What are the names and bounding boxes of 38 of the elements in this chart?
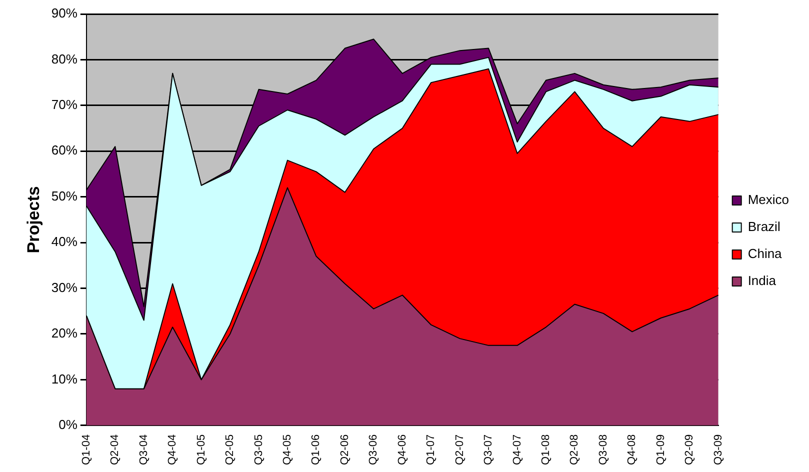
y-axis-title: Projects	[24, 186, 43, 254]
x-tick-label: Q1-07	[425, 434, 438, 466]
x-tick-label: Q4-06	[396, 434, 408, 466]
legend-label: Mexico	[748, 192, 790, 208]
x-tick-label: Q2-05	[224, 434, 236, 466]
x-tick-label: Q4-04	[166, 434, 179, 466]
x-tick-label: Q2-07	[454, 434, 466, 466]
y-tick-label: 30%	[51, 280, 78, 295]
legend-label: Brazil	[748, 219, 780, 234]
y-tick-label: 70%	[51, 97, 78, 112]
x-tick-label: Q2-06	[338, 434, 351, 466]
x-tick-label: Q2-08	[568, 434, 581, 466]
x-tick-label: Q4-08	[626, 434, 638, 466]
x-tick-label: Q3-05	[252, 434, 265, 466]
x-tick-label: Q3-07	[482, 434, 495, 466]
x-tick-label: Q3-04	[138, 434, 150, 466]
x-tick-label: Q3-08	[597, 434, 610, 466]
y-tick-label: 10%	[51, 371, 78, 386]
y-tick-label: 90%	[51, 6, 78, 21]
x-tick-label: Q3-06	[368, 434, 380, 466]
x-tick-label: Q2-09	[684, 434, 696, 466]
y-tick-label: 60%	[51, 142, 78, 158]
y-tick-label: 0%	[58, 417, 78, 432]
y-tick-label: 20%	[51, 326, 78, 341]
x-tick-label: Q3-09	[712, 434, 724, 466]
x-tick-label: Q1-08	[540, 434, 552, 466]
x-tick-label: Q4-05	[282, 434, 294, 466]
legend-label: India	[748, 273, 777, 288]
y-tick-label: 80%	[51, 51, 78, 66]
x-tick-label: Q1-05	[195, 434, 208, 466]
x-tick-label: Q1-09	[654, 434, 667, 466]
x-tick-label: Q2-04	[109, 434, 122, 466]
x-tick-label: Q1-04	[80, 434, 92, 466]
legend-label: China	[748, 246, 783, 262]
y-tick-label: 40%	[51, 234, 78, 250]
x-tick-label: Q4-07	[511, 434, 524, 466]
y-tick-label: 50%	[51, 188, 78, 204]
x-tick-label: Q1-06	[310, 434, 322, 466]
